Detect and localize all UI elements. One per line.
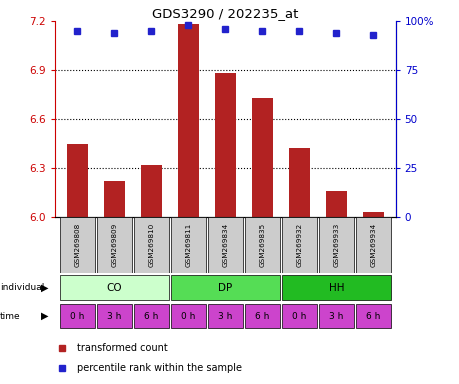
Bar: [244, 304, 280, 328]
Bar: [60, 275, 169, 300]
Text: 0 h: 0 h: [291, 311, 306, 321]
Bar: [60, 304, 95, 328]
Bar: [252, 98, 272, 217]
Text: GSM269835: GSM269835: [259, 223, 265, 267]
Text: GSM269934: GSM269934: [369, 223, 375, 267]
Text: 3 h: 3 h: [329, 311, 343, 321]
Bar: [141, 165, 161, 217]
Text: DP: DP: [218, 283, 232, 293]
Text: individual: individual: [0, 283, 44, 292]
Text: GSM269808: GSM269808: [74, 223, 80, 267]
Bar: [96, 217, 132, 273]
Bar: [67, 144, 87, 217]
Text: 3 h: 3 h: [107, 311, 121, 321]
Bar: [134, 217, 169, 273]
Text: GSM269933: GSM269933: [333, 223, 339, 267]
Bar: [289, 149, 309, 217]
Bar: [60, 217, 95, 273]
Text: time: time: [0, 311, 21, 321]
Bar: [355, 217, 390, 273]
Text: ▶: ▶: [41, 311, 48, 321]
Text: 0 h: 0 h: [181, 311, 195, 321]
Text: percentile rank within the sample: percentile rank within the sample: [77, 363, 242, 373]
Bar: [178, 25, 198, 217]
Bar: [355, 304, 390, 328]
Bar: [215, 73, 235, 217]
Text: 3 h: 3 h: [218, 311, 232, 321]
Bar: [134, 304, 169, 328]
Text: GSM269810: GSM269810: [148, 223, 154, 267]
Bar: [170, 217, 206, 273]
Bar: [363, 212, 383, 217]
Bar: [318, 217, 353, 273]
Bar: [207, 217, 243, 273]
Text: GSM269932: GSM269932: [296, 223, 302, 267]
Bar: [281, 304, 316, 328]
Bar: [207, 304, 243, 328]
Text: CO: CO: [106, 283, 122, 293]
Text: 0 h: 0 h: [70, 311, 84, 321]
Text: 6 h: 6 h: [144, 311, 158, 321]
Text: 6 h: 6 h: [255, 311, 269, 321]
Bar: [244, 217, 280, 273]
Bar: [170, 275, 280, 300]
Bar: [281, 217, 316, 273]
Text: ▶: ▶: [41, 283, 48, 293]
Text: GSM269811: GSM269811: [185, 223, 191, 267]
Text: HH: HH: [328, 283, 343, 293]
Bar: [96, 304, 132, 328]
Text: transformed count: transformed count: [77, 343, 168, 353]
Title: GDS3290 / 202235_at: GDS3290 / 202235_at: [152, 7, 298, 20]
Bar: [318, 304, 353, 328]
Bar: [104, 181, 124, 217]
Bar: [325, 191, 346, 217]
Text: GSM269809: GSM269809: [111, 223, 117, 267]
Text: 6 h: 6 h: [365, 311, 380, 321]
Text: GSM269834: GSM269834: [222, 223, 228, 267]
Bar: [281, 275, 390, 300]
Bar: [170, 304, 206, 328]
